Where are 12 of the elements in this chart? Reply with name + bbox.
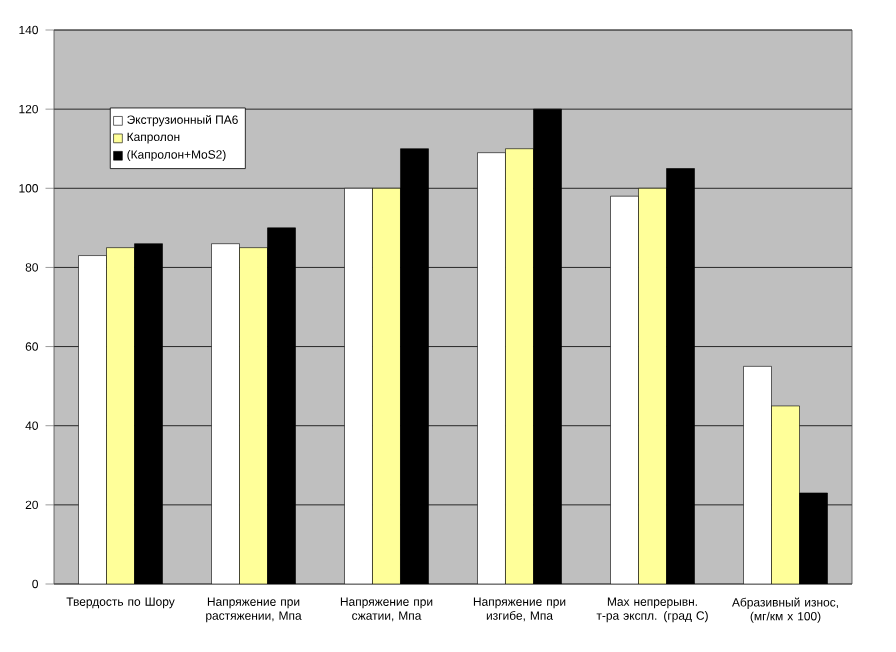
bar (372, 187, 401, 584)
bar (505, 148, 534, 584)
bar (743, 366, 772, 584)
bar (239, 247, 268, 584)
bar (78, 255, 107, 584)
bar (477, 152, 506, 584)
bar (211, 243, 240, 584)
bar (106, 247, 135, 584)
bar (771, 405, 800, 584)
bar (638, 187, 667, 584)
bar (610, 195, 639, 584)
bar (344, 187, 373, 584)
